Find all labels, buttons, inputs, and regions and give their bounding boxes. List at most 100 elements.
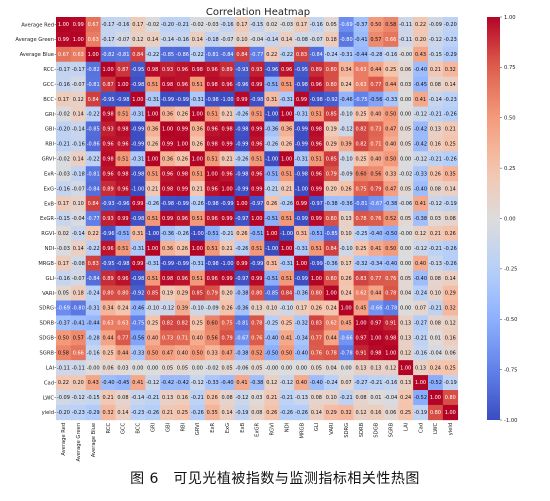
- heatmap-cell: [428, 17, 444, 33]
- cell-value-label: -0.28: [369, 52, 382, 58]
- column-label: SDRB: [359, 422, 365, 437]
- heatmap-cell: [115, 151, 131, 167]
- heatmap-cell: [130, 330, 146, 346]
- heatmap-cell: [308, 136, 325, 152]
- cell-value-label: 0.36: [147, 127, 158, 133]
- cell-value-label: 0.25: [445, 365, 456, 371]
- heatmap-cell: [249, 17, 265, 33]
- cell-value-label: -0.12: [280, 380, 293, 386]
- cell-value-label: 0.22: [58, 380, 69, 386]
- cell-value-label: -0.51: [310, 231, 323, 237]
- cell-value-label: 0.25: [445, 142, 456, 148]
- cell-value-label: -0.12: [191, 380, 204, 386]
- heatmap-cell: [442, 46, 459, 63]
- heatmap-cell: [115, 17, 131, 33]
- heatmap-cell: [160, 91, 176, 107]
- cell-value-label: 0.14: [117, 410, 128, 416]
- heatmap-cell: [383, 240, 399, 257]
- cell-value-label: 0.50: [385, 156, 396, 162]
- heatmap-cell: [428, 315, 444, 331]
- heatmap-cell: [383, 181, 399, 197]
- heatmap-cell: [442, 136, 459, 152]
- cell-value-label: 0.67: [58, 52, 69, 58]
- cell-value-label: -0.24: [325, 52, 338, 58]
- heatmap-cell: [279, 345, 295, 361]
- cell-value-label: -0.99: [176, 97, 189, 103]
- heatmap-cell: [338, 390, 354, 406]
- heatmap-cell: [428, 345, 444, 361]
- cell-value-label: 0.50: [192, 350, 203, 356]
- cell-value-label: -0.09: [57, 395, 70, 401]
- heatmap-cell: [100, 121, 116, 137]
- heatmap-cell: [338, 210, 354, 227]
- cell-value-label: 0.93: [103, 216, 114, 222]
- cell-value-label: -0.02: [191, 22, 204, 28]
- cell-value-label: 0.98: [370, 350, 381, 356]
- heatmap-cell: [100, 390, 116, 406]
- cell-value-label: -0.66: [369, 306, 382, 312]
- cell-value-label: -0.26: [176, 231, 189, 237]
- heatmap-cell: [100, 240, 116, 257]
- heatmap-cell: [100, 315, 116, 331]
- heatmap-cell: [204, 91, 220, 107]
- cell-value-label: 0.47: [385, 186, 396, 192]
- cell-value-label: 1.00: [177, 142, 188, 148]
- cell-value-label: -0.37: [57, 321, 70, 327]
- cell-value-label: -0.04: [250, 37, 263, 43]
- cell-value-label: 0.93: [103, 127, 114, 133]
- cell-value-label: 0.26: [177, 112, 188, 118]
- heatmap-cell: [160, 46, 176, 63]
- cell-value-label: 0.99: [251, 127, 262, 133]
- heatmap-cell: [100, 46, 116, 63]
- heatmap-cell: [398, 300, 414, 316]
- colorbar-gradient: [487, 17, 500, 420]
- cell-value-label: -0.31: [295, 156, 308, 162]
- cell-value-label: 0.85: [192, 291, 203, 297]
- cell-value-label: 0.91: [355, 350, 366, 356]
- cell-value-label: 0.96: [207, 216, 218, 222]
- cell-value-label: 0.14: [281, 37, 292, 43]
- heatmap-cell: [323, 345, 340, 361]
- heatmap-cell: [442, 315, 459, 331]
- cell-value-label: -0.81: [355, 201, 368, 207]
- heatmap-cell: [338, 330, 354, 346]
- cell-value-label: 0.25: [192, 321, 203, 327]
- heatmap-cell: [338, 255, 354, 271]
- cell-value-label: 0.32: [445, 67, 456, 73]
- heatmap-cell: [338, 375, 354, 391]
- heatmap-cell: [175, 225, 191, 242]
- heatmap-cell: [413, 375, 429, 391]
- cell-value-label: 0.71: [177, 335, 188, 341]
- heatmap-cell: [130, 61, 146, 77]
- cell-value-label: 0.34: [341, 67, 352, 73]
- heatmap-cell: [100, 166, 116, 182]
- cell-value-label: -0.27: [414, 321, 427, 327]
- heatmap-cell: [219, 300, 235, 316]
- cell-value-label: 0.99: [177, 186, 188, 192]
- cell-value-label: 0.26: [430, 171, 441, 177]
- heatmap-cell: [338, 315, 354, 331]
- cell-value-label: -0.98: [116, 261, 129, 267]
- heatmap-cell: [383, 196, 399, 212]
- heatmap-cell: [279, 151, 295, 167]
- heatmap-cell: [85, 240, 101, 257]
- column-label: Average Blue: [91, 423, 97, 457]
- heatmap-cell: [368, 121, 384, 137]
- cell-value-label: 0.40: [385, 142, 396, 148]
- heatmap-cell: [100, 136, 116, 152]
- cell-value-label: 0.96: [222, 82, 233, 88]
- heatmap-cell: [383, 225, 399, 242]
- cell-value-label: 0.87: [117, 67, 128, 73]
- chart-title: Correlation Heatmap: [206, 7, 310, 18]
- heatmap-cell: [234, 390, 250, 406]
- cell-value-label: 1.00: [207, 171, 218, 177]
- heatmap-cell: [70, 330, 87, 346]
- heatmap-cell: [130, 225, 146, 242]
- heatmap-cell: [294, 240, 310, 257]
- heatmap-cell: [249, 404, 265, 421]
- row-label: ExR: [44, 171, 54, 177]
- row-label: Average Red: [21, 22, 54, 28]
- cell-value-label: 0.16: [445, 335, 456, 341]
- cell-value-label: 0.79: [326, 171, 337, 177]
- cell-value-label: 0.50: [281, 350, 292, 356]
